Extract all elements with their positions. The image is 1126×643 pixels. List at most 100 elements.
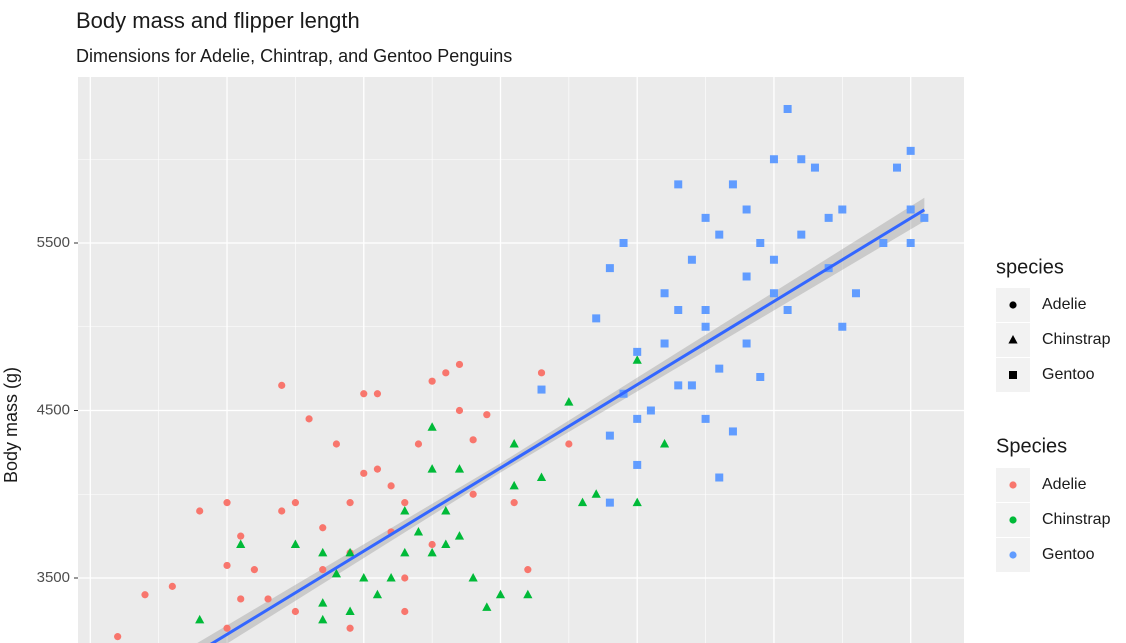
- point: [454, 531, 465, 540]
- legend-title: species: [996, 256, 1064, 278]
- point: [469, 436, 477, 444]
- point: [319, 524, 327, 532]
- point: [455, 406, 464, 415]
- point: [345, 606, 355, 616]
- point: [715, 473, 724, 482]
- point: [742, 205, 751, 214]
- point: [223, 499, 231, 507]
- point: [360, 469, 368, 477]
- point: [237, 532, 245, 540]
- point: [687, 381, 696, 390]
- point: [373, 390, 382, 398]
- point: [537, 369, 546, 377]
- point: [318, 547, 328, 557]
- point: [701, 213, 710, 222]
- point: [633, 347, 642, 356]
- point: [906, 205, 915, 214]
- marks: [114, 104, 929, 643]
- point: [237, 595, 245, 603]
- point: [264, 595, 272, 603]
- point: [359, 573, 369, 582]
- point: [441, 539, 451, 549]
- point: [442, 369, 450, 377]
- point: [906, 238, 915, 247]
- point: [701, 305, 710, 314]
- point: [291, 499, 299, 507]
- point: [687, 255, 696, 264]
- axes: 3500 4500 5500: [37, 234, 78, 586]
- point: [701, 414, 710, 423]
- point: [345, 547, 355, 557]
- legend-label: Gentoo: [1042, 366, 1095, 383]
- point: [291, 607, 299, 616]
- point: [346, 499, 354, 507]
- legend-title: Species: [996, 435, 1067, 457]
- point: [223, 561, 231, 570]
- point: [318, 598, 328, 607]
- point: [278, 381, 286, 389]
- point: [400, 506, 410, 515]
- point: [523, 589, 533, 599]
- point: [701, 322, 710, 331]
- point: [879, 238, 888, 247]
- point: [414, 440, 423, 448]
- point: [401, 607, 409, 616]
- point: [632, 497, 642, 507]
- point: [250, 566, 258, 574]
- point: [838, 322, 847, 331]
- legend: species Species Adelie Adelie Chinstrap Chi…: [996, 256, 1111, 572]
- point: [483, 411, 491, 419]
- point: [756, 373, 765, 382]
- point: [360, 390, 368, 398]
- point: [646, 406, 655, 415]
- point: [401, 574, 409, 582]
- point: [674, 180, 683, 189]
- legend-symbol: [1009, 551, 1017, 559]
- point: [427, 547, 437, 557]
- y-tick-label: 5500: [37, 234, 70, 251]
- point: [591, 489, 601, 498]
- point: [387, 482, 395, 490]
- point: [223, 624, 231, 632]
- legend-label: Chinstrap: [1042, 511, 1111, 528]
- point: [469, 490, 477, 498]
- point: [810, 163, 819, 172]
- point: [441, 506, 451, 515]
- point: [592, 314, 601, 323]
- point: [386, 573, 396, 582]
- point: [319, 566, 327, 574]
- legend-symbol: [1009, 516, 1017, 524]
- point: [168, 582, 176, 590]
- point: [524, 566, 532, 574]
- point: [674, 305, 683, 314]
- point: [605, 498, 614, 507]
- point: [305, 415, 313, 423]
- point: [715, 364, 724, 373]
- point: [114, 633, 122, 641]
- point: [495, 589, 506, 599]
- plot-background: [78, 77, 964, 643]
- legend-symbol: [1009, 301, 1017, 309]
- trend-line: [209, 208, 926, 643]
- point: [278, 507, 286, 515]
- point: [742, 272, 751, 281]
- chart-title: Body mass and flipper length: [76, 8, 360, 33]
- point: [605, 264, 614, 273]
- point: [605, 431, 614, 440]
- point: [537, 385, 546, 394]
- point: [455, 360, 464, 369]
- point: [633, 460, 642, 469]
- point: [196, 507, 204, 515]
- point: [633, 414, 642, 423]
- point: [769, 255, 778, 264]
- point: [660, 339, 669, 348]
- point: [141, 591, 149, 599]
- y-axis-label: Body mass (g): [1, 367, 21, 483]
- point: [509, 439, 519, 448]
- legend-symbol: [1008, 335, 1018, 344]
- point: [893, 163, 902, 172]
- point: [769, 155, 778, 164]
- legend-symbol: [1009, 371, 1017, 379]
- point: [373, 465, 382, 473]
